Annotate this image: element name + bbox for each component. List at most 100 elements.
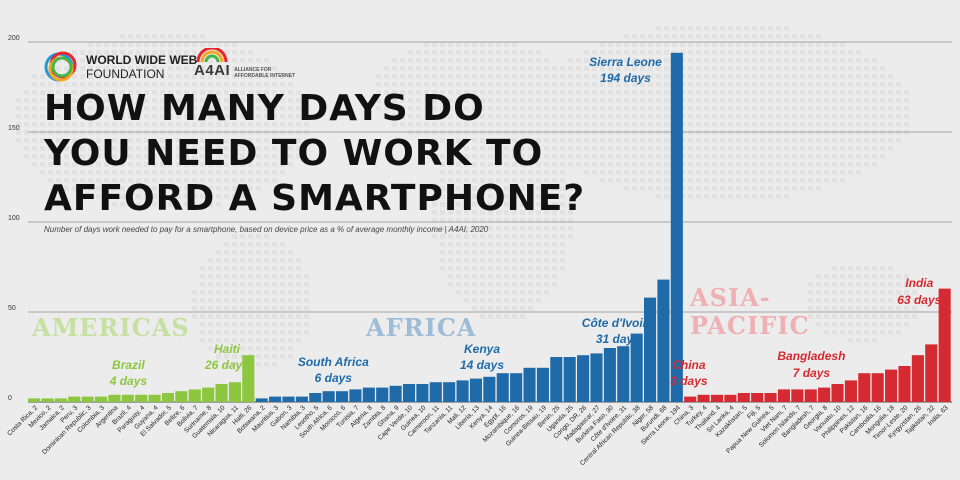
map-dot <box>560 258 565 263</box>
map-dot <box>736 178 741 183</box>
map-dot <box>528 290 533 295</box>
map-dot <box>288 122 293 127</box>
map-dot <box>768 114 773 119</box>
map-dot <box>440 202 445 207</box>
map-dot <box>256 338 261 343</box>
map-dot <box>240 130 245 135</box>
map-dot <box>464 42 469 47</box>
map-dot <box>192 90 197 95</box>
map-dot <box>520 298 525 303</box>
map-dot <box>664 34 669 39</box>
map-dot <box>432 66 437 71</box>
map-dot <box>256 346 261 351</box>
map-dot <box>520 50 525 55</box>
map-dot <box>280 346 285 351</box>
map-dot <box>520 258 525 263</box>
map-dot <box>248 330 253 335</box>
map-dot <box>280 354 285 359</box>
map-dot <box>720 42 725 47</box>
map-dot <box>696 178 701 183</box>
map-dot <box>40 138 45 143</box>
map-dot <box>784 66 789 71</box>
map-dot <box>448 146 453 151</box>
map-dot <box>656 186 661 191</box>
map-dot <box>296 146 301 151</box>
bar <box>429 382 442 402</box>
map-dot <box>128 66 133 71</box>
map-dot <box>832 306 837 311</box>
map-dot <box>696 122 701 127</box>
map-dot <box>264 162 269 167</box>
map-dot <box>624 170 629 175</box>
map-dot <box>808 106 813 111</box>
map-dot <box>752 34 757 39</box>
map-dot <box>592 122 597 127</box>
map-dot <box>752 122 757 127</box>
map-dot <box>80 106 85 111</box>
map-dot <box>696 138 701 143</box>
map-dot <box>720 186 725 191</box>
map-dot <box>48 82 53 87</box>
map-dot <box>560 234 565 239</box>
map-dot <box>288 154 293 159</box>
map-dot <box>104 82 109 87</box>
map-dot <box>440 74 445 79</box>
map-dot <box>600 42 605 47</box>
map-dot <box>448 186 453 191</box>
map-dot <box>688 154 693 159</box>
map-dot <box>208 306 213 311</box>
map-dot <box>600 146 605 151</box>
map-dot <box>520 306 525 311</box>
map-dot <box>216 282 221 287</box>
map-dot <box>208 202 213 207</box>
map-dot <box>472 298 477 303</box>
map-dot <box>784 170 789 175</box>
map-dot <box>400 106 405 111</box>
map-dot <box>544 210 549 215</box>
map-dot <box>544 178 549 183</box>
region-label: PACIFIC <box>690 311 810 340</box>
map-dot <box>656 90 661 95</box>
map-dot <box>176 186 181 191</box>
map-dot <box>608 130 613 135</box>
bar <box>255 398 268 402</box>
map-dot <box>288 258 293 263</box>
bar <box>925 344 938 402</box>
map-dot <box>560 170 565 175</box>
map-dot <box>856 290 861 295</box>
map-dot <box>488 178 493 183</box>
map-dot <box>656 98 661 103</box>
map-dot <box>152 138 157 143</box>
map-dot <box>536 170 541 175</box>
a4ai-wordmark: A4AI <box>194 62 231 79</box>
map-dot <box>904 314 909 319</box>
map-dot <box>656 178 661 183</box>
map-dot <box>800 186 805 191</box>
map-dot <box>240 274 245 279</box>
map-dot <box>112 170 117 175</box>
map-dot <box>96 42 101 47</box>
map-dot <box>584 122 589 127</box>
map-dot <box>584 146 589 151</box>
map-dot <box>440 58 445 63</box>
map-dot <box>536 290 541 295</box>
map-dot <box>528 298 533 303</box>
map-dot <box>568 226 573 231</box>
map-dot <box>728 154 733 159</box>
map-dot <box>608 178 613 183</box>
map-dot <box>568 58 573 63</box>
map-dot <box>792 154 797 159</box>
map-dot <box>472 146 477 151</box>
bar <box>791 389 804 402</box>
map-dot <box>376 82 381 87</box>
map-dot <box>168 90 173 95</box>
map-dot <box>552 138 557 143</box>
map-dot <box>864 306 869 311</box>
map-dot <box>232 146 237 151</box>
map-dot <box>696 66 701 71</box>
map-dot <box>488 114 493 119</box>
map-dot <box>712 90 717 95</box>
map-dot <box>880 314 885 319</box>
map-dot <box>248 154 253 159</box>
map-dot <box>152 146 157 151</box>
